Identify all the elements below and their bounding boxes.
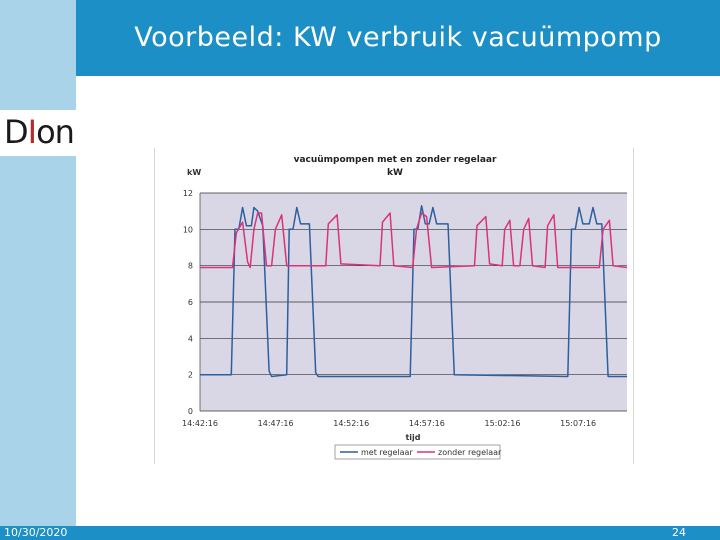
logo-text-accent: I xyxy=(27,113,37,151)
footer-bar xyxy=(0,526,720,540)
chart-subtitle: kW xyxy=(387,168,403,178)
y-tick-label: 6 xyxy=(188,298,193,307)
x-tick-label: 14:42:16 xyxy=(182,419,218,428)
y-tick-label: 0 xyxy=(188,407,193,416)
slide-title: Voorbeeld: KW verbruik vacuümpomp xyxy=(134,22,662,53)
x-tick-label: 14:47:16 xyxy=(258,419,294,428)
y-tick-label: 2 xyxy=(188,371,193,380)
logo-text-prefix: D xyxy=(4,113,29,151)
y-axis-label: kW xyxy=(187,168,201,177)
header-bar xyxy=(76,0,720,76)
x-tick-label: 15:02:16 xyxy=(485,419,521,428)
chart-image: 0 2 4 6 8 10 12 14:42:16 14:47:16 14:52:16 14:57:1… xyxy=(154,148,634,464)
y-tick-label: 12 xyxy=(183,189,193,198)
series-line-met-regelaar xyxy=(200,204,627,378)
logo xyxy=(0,110,76,156)
x-tick-label: 14:57:16 xyxy=(409,419,445,428)
logo-text-suffix: on xyxy=(36,113,75,151)
y-tick-label: 10 xyxy=(183,225,193,234)
x-tick-label: 14:52:16 xyxy=(333,419,369,428)
chart-svg: 0 2 4 6 8 10 12 14:42:16 14:47:16 14:52:16 14:57:1… xyxy=(182,155,628,460)
chart-title: vacuümpompen met en zonder regelaar xyxy=(294,155,497,165)
legend-label: zonder regelaar xyxy=(438,448,502,457)
series-line-zonder-regelaar xyxy=(200,212,628,269)
footer-date: 10/30/2020 xyxy=(4,526,68,539)
legend-label: met regelaar xyxy=(361,448,413,457)
y-tick-label: 8 xyxy=(188,262,193,271)
logo-text: DIon xyxy=(4,113,75,151)
page-number: 24 xyxy=(672,526,686,539)
x-tick-label: 15:07:16 xyxy=(560,419,596,428)
sidebar-panel xyxy=(0,0,76,540)
x-axis-label: tijd xyxy=(405,433,420,442)
y-tick-label: 4 xyxy=(188,334,193,343)
